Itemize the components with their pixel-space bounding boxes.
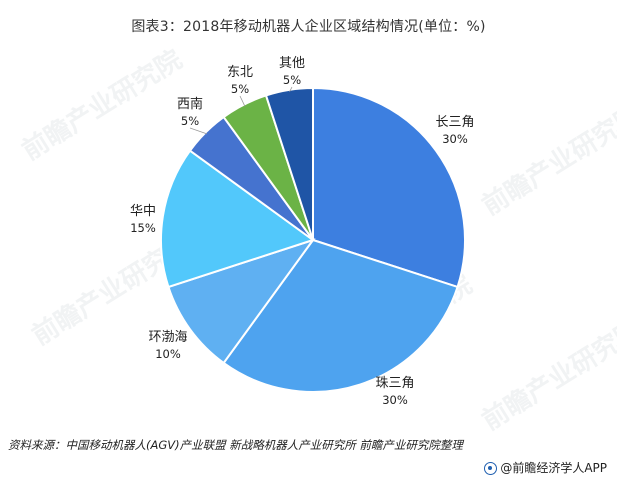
pie-slice	[222, 238, 459, 393]
slice-value-label: 30%	[442, 132, 468, 146]
slice-value-label: 30%	[382, 393, 408, 407]
slice-category-label: 长三角	[435, 115, 474, 130]
slice-value-label: 10%	[155, 347, 181, 361]
leader-line	[239, 95, 246, 107]
slice-value-label: 5%	[231, 82, 249, 96]
slice-category-label: 环渤海	[148, 329, 187, 345]
pie-leader-lines	[189, 86, 293, 135]
chart-title: 图表3：2018年移动机器人企业区域结构情况(单位：%)	[131, 19, 486, 35]
slice-category-label: 华中	[130, 204, 156, 219]
pie-labels: 长三角 30% 珠三角 30% 环渤海 10% 华中 15% 西南 5% 东北 5% 其他 5%	[130, 56, 475, 407]
brand-logo-icon	[484, 462, 498, 475]
leader-line	[189, 127, 208, 135]
pie-slice	[167, 238, 316, 365]
slice-value-label: 5%	[181, 114, 199, 128]
slice-value-label: 15%	[130, 221, 156, 235]
slice-category-label: 西南	[177, 96, 203, 112]
slice-category-label: 东北	[227, 65, 253, 80]
slice-value-label: 5%	[283, 73, 301, 87]
slice-category-label: 其他	[279, 56, 305, 71]
source-note: 资料来源：中国移动机器人(AGV)产业联盟 新战略机器人产业研究所 前瞻产业研究…	[8, 438, 463, 452]
slice-category-label: 珠三角	[375, 376, 414, 391]
pie-slice	[160, 149, 316, 289]
pie-slices	[160, 86, 466, 393]
leader-line	[289, 86, 293, 93]
footer-brand-text: @前瞻经济学人APP	[500, 461, 607, 475]
pie-slice	[312, 86, 466, 289]
footer-brand: @前瞻经济学人APP	[484, 459, 607, 476]
pie-slice	[264, 86, 314, 241]
